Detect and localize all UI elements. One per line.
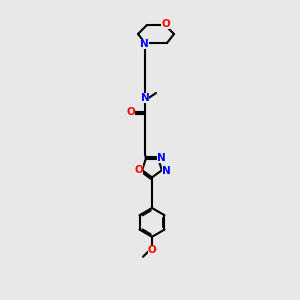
Text: O: O <box>161 20 170 29</box>
Text: O: O <box>148 245 156 255</box>
Text: N: N <box>161 166 170 176</box>
Text: N: N <box>141 93 149 103</box>
Text: O: O <box>127 107 135 117</box>
Text: N: N <box>157 153 166 163</box>
Text: O: O <box>135 165 143 175</box>
Text: N: N <box>140 39 149 49</box>
